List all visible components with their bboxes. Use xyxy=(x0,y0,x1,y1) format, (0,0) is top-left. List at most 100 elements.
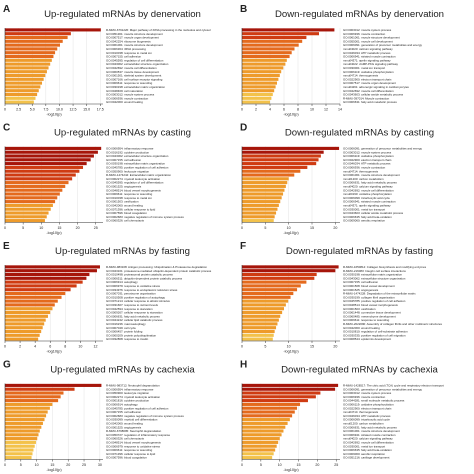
category-label: GO:0007049: cell cycle xyxy=(106,326,136,330)
category-label: GO:0016236: macroautophagy xyxy=(106,322,146,326)
x-axis-label: -log10(p) xyxy=(283,350,299,354)
category-label: GO:0034976: response to endoplasmic reti… xyxy=(106,288,178,292)
x-tick-label: 7.5 xyxy=(43,108,48,112)
bar xyxy=(5,337,39,341)
category-label: R-MMU-1474244: Extracellular matrix orga… xyxy=(106,173,171,177)
bar xyxy=(5,383,102,387)
category-label: R-MMU-6791226: Major pathway of rRNA pro… xyxy=(106,28,211,32)
category-label: GO:0006119: oxidative phosphorylation xyxy=(343,403,394,407)
bar xyxy=(242,207,278,211)
bar xyxy=(242,165,308,169)
category-label: GO:0007517: muscle organ development xyxy=(106,36,159,40)
bar xyxy=(5,425,42,429)
category-label: GO:0071396: cellular response to lipid xyxy=(106,452,156,456)
category-label: GO:0042060: wound healing xyxy=(106,204,143,208)
category-label: GO:0006941: striated muscle contraction xyxy=(343,433,396,437)
category-label: GO:0044242: cellular lipid catabolic pro… xyxy=(106,318,163,322)
bar xyxy=(242,47,295,51)
bar xyxy=(5,269,97,273)
category-label: GO:0042254: ribosome biogenesis xyxy=(106,39,151,43)
bar xyxy=(5,284,77,288)
category-label: R-MMU-216083: Integrin cell surface inte… xyxy=(343,269,406,273)
x-tick-label: 30 xyxy=(98,463,102,467)
category-label: GO:0060537: muscle tissue development xyxy=(106,70,159,74)
x-tick-label: 25 xyxy=(94,226,98,230)
category-label: GO:0060485: mesenchyme development xyxy=(343,314,396,318)
bar xyxy=(5,81,43,85)
bar xyxy=(242,448,276,452)
category-label: GO:0010038: response to metal ion xyxy=(106,196,152,200)
category-label: GO:0006631: fatty acid metabolic process xyxy=(343,425,397,429)
bar xyxy=(5,211,49,215)
bar xyxy=(5,395,61,399)
x-tick-label: 0 xyxy=(241,345,243,349)
x-axis-label: -log10(p) xyxy=(46,350,62,354)
category-label: mmu04714: thermogenesis xyxy=(343,410,379,414)
category-label: R-MMU-983712: Neutrophil degranulation xyxy=(106,384,160,388)
bar xyxy=(242,444,277,448)
bar xyxy=(5,272,90,277)
bar xyxy=(242,414,293,418)
category-label: GO:0045595: regulation of cell different… xyxy=(106,58,164,62)
x-tick-label: 15 xyxy=(310,226,314,230)
category-label: R-MMU-1474228: Degradation of the extrac… xyxy=(343,292,416,296)
category-label: mmu01200: carbon metabolism xyxy=(343,177,384,181)
bar xyxy=(242,154,321,158)
category-label: GO:0006936: muscle contraction xyxy=(343,395,386,399)
bar xyxy=(242,77,279,81)
category-label: GO:0050900: leukocyte migration xyxy=(106,169,149,173)
category-label: GO:0048514: blood vessel morphogenesis xyxy=(343,303,398,307)
bar xyxy=(5,181,69,185)
x-axis-label: -log10(p) xyxy=(46,468,62,472)
category-label: GO:0030198: extracellular matrix organiz… xyxy=(106,85,165,89)
x-tick-label: 15 xyxy=(57,226,61,230)
category-label: GO:0006631: fatty acid metabolic process xyxy=(343,181,397,185)
x-tick-label: 15.0 xyxy=(83,108,90,112)
category-label: GO:0006635: fatty acid beta-oxidation xyxy=(343,215,392,219)
category-label: GO:0009611: response to wounding xyxy=(106,81,153,85)
x-tick-label: 5 xyxy=(22,226,24,230)
bar xyxy=(5,310,51,315)
category-label: GO:0050727: regulation of inflammatory r… xyxy=(106,433,171,437)
bar xyxy=(242,429,284,433)
category-label: GO:0006457: protein folding xyxy=(106,330,143,334)
category-label: R-MMU-6798695: Neutrophil degranulation xyxy=(106,429,162,433)
bar xyxy=(5,73,46,78)
category-label: GO:0044281: small molecule metabolic pro… xyxy=(343,399,405,403)
category-label: GO:0006954: inflammatory response xyxy=(106,387,154,391)
bar xyxy=(242,387,336,391)
category-label: GO:0030335: positive regulation of cell … xyxy=(343,333,406,337)
x-tick-label: 10.0 xyxy=(56,108,63,112)
bar xyxy=(242,391,321,395)
bar xyxy=(5,77,44,81)
bar xyxy=(242,437,280,441)
x-tick-label: 10 xyxy=(310,108,314,112)
category-label: mmu04261: adrenergic signaling in cardio… xyxy=(343,85,409,89)
x-tick-label: 0 xyxy=(4,345,6,349)
x-tick-label: 17.5 xyxy=(97,108,104,112)
bar xyxy=(5,62,51,66)
category-label: GO:0046034: ATP metabolic process xyxy=(343,162,391,166)
x-tick-label: 15 xyxy=(310,345,314,349)
bar xyxy=(242,181,288,185)
category-label: GO:0061061: muscle structure development xyxy=(343,36,400,40)
bar xyxy=(242,70,282,74)
bar xyxy=(5,402,53,406)
bar xyxy=(242,284,301,288)
panel-letter: G xyxy=(3,360,11,371)
bar xyxy=(242,58,287,62)
category-label: mmu04714: thermogenesis xyxy=(343,74,379,78)
bar xyxy=(5,32,71,36)
bar xyxy=(242,158,319,162)
x-tick-label: 25 xyxy=(334,463,338,467)
bar xyxy=(242,177,289,181)
category-label: GO:0009267: cellular response to starvat… xyxy=(106,311,163,315)
bar xyxy=(242,329,275,334)
bar xyxy=(5,196,58,200)
x-tick-label: 0 xyxy=(241,108,243,112)
category-label: GO:0045785: positive regulation of cell … xyxy=(343,299,406,303)
bar xyxy=(5,92,38,97)
category-label: mmu04020: calcium signaling pathway xyxy=(343,437,393,441)
category-label: GO:0010498: proteasomal protein cataboli… xyxy=(106,273,173,277)
